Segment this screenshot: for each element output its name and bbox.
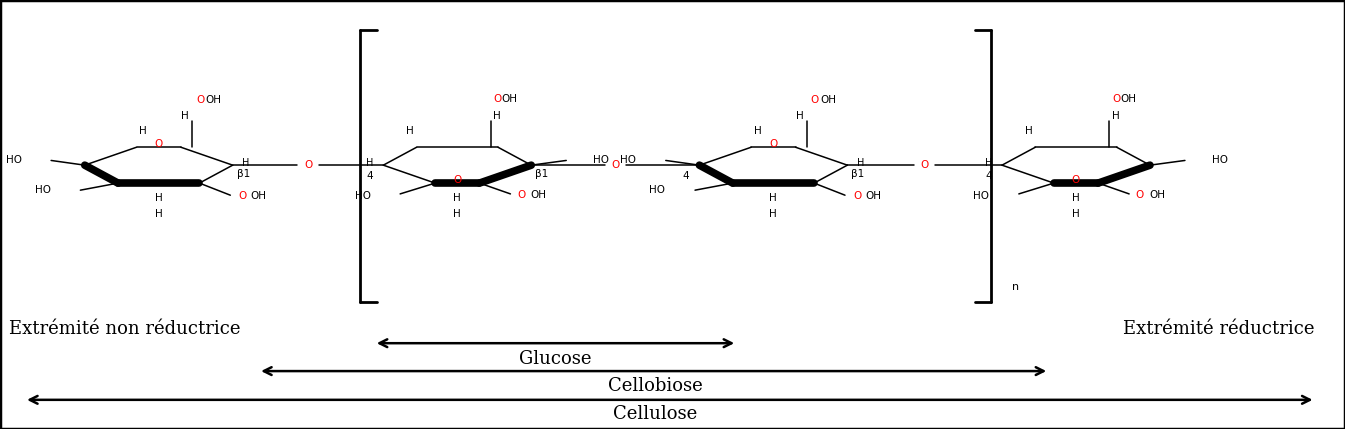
Text: O: O (238, 191, 246, 202)
Text: O: O (853, 191, 861, 202)
Text: HO: HO (620, 155, 636, 166)
Text: OH: OH (820, 95, 837, 105)
Text: OH: OH (1149, 190, 1165, 200)
Text: O: O (494, 94, 502, 104)
Text: HO: HO (1212, 155, 1228, 166)
Text: H: H (155, 193, 163, 203)
Text: H: H (406, 126, 414, 136)
Text: 4: 4 (683, 171, 689, 181)
Text: H: H (1025, 126, 1033, 136)
Text: Cellobiose: Cellobiose (608, 377, 702, 395)
Text: H: H (769, 209, 777, 219)
Text: Extrémité réductrice: Extrémité réductrice (1123, 320, 1314, 338)
Text: Extrémité non réductrice: Extrémité non réductrice (9, 320, 241, 338)
Text: H: H (796, 111, 804, 121)
Text: OH: OH (250, 191, 266, 202)
Text: H: H (494, 111, 502, 121)
Text: O: O (453, 175, 461, 184)
Text: β1: β1 (237, 169, 250, 179)
Text: n: n (1011, 282, 1020, 293)
Text: O: O (516, 190, 526, 200)
Text: HO: HO (355, 191, 371, 202)
Text: OH: OH (206, 95, 222, 105)
Text: β1: β1 (851, 169, 865, 179)
Text: Glucose: Glucose (519, 350, 592, 368)
Text: O: O (304, 160, 312, 170)
Text: H: H (769, 193, 777, 203)
Text: H: H (755, 126, 761, 136)
Text: HO: HO (5, 155, 22, 166)
Text: β1: β1 (535, 169, 549, 179)
Text: OH: OH (1120, 94, 1137, 104)
Text: HO: HO (974, 191, 990, 202)
Text: HO: HO (35, 185, 51, 195)
Text: Cellulose: Cellulose (613, 405, 697, 423)
Text: H: H (1072, 209, 1080, 219)
Text: O: O (611, 160, 620, 170)
Text: O: O (1072, 175, 1080, 184)
Text: H: H (453, 209, 461, 219)
Text: H: H (242, 158, 250, 168)
Text: O: O (920, 160, 929, 170)
Text: O: O (1135, 190, 1145, 200)
Text: H: H (155, 209, 163, 219)
Text: O: O (1112, 94, 1120, 104)
Text: O: O (196, 95, 204, 105)
Text: H: H (1072, 193, 1080, 203)
Text: H: H (1112, 111, 1120, 121)
Text: H: H (182, 111, 190, 121)
Text: O: O (769, 139, 777, 149)
Text: OH: OH (865, 191, 881, 202)
Text: O: O (155, 139, 163, 149)
Text: H: H (453, 193, 461, 203)
Text: H: H (366, 158, 374, 168)
Text: H: H (140, 126, 147, 136)
Text: H: H (857, 158, 865, 168)
Text: 4: 4 (986, 171, 991, 181)
Text: OH: OH (531, 190, 546, 200)
Text: O: O (811, 95, 819, 105)
Text: HO: HO (650, 185, 666, 195)
Text: 4: 4 (367, 171, 373, 181)
Text: OH: OH (502, 94, 518, 104)
Text: H: H (985, 158, 993, 168)
Text: HO: HO (593, 155, 609, 166)
